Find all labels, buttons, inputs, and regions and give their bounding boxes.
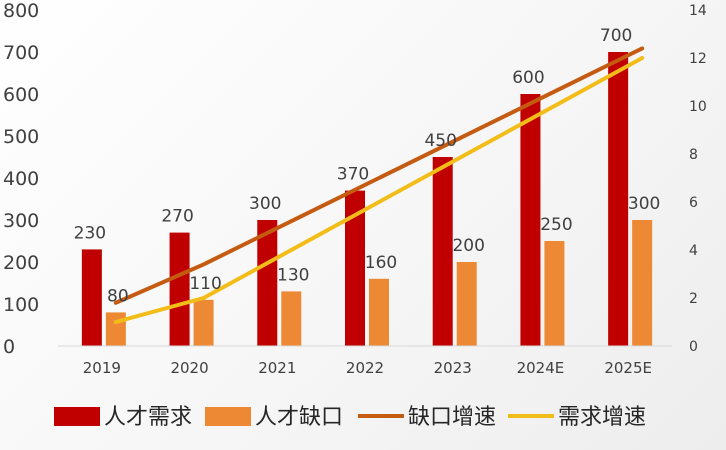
y-left-tick-1: 100 bbox=[3, 294, 39, 316]
x-axis: 2019 2020 2021 2022 2023 2024E 2025E bbox=[58, 345, 672, 377]
legend-label-1: 人才缺口 bbox=[255, 405, 343, 430]
y-left-tick-4: 400 bbox=[3, 168, 39, 190]
y-right-tick-6: 12 bbox=[689, 51, 707, 67]
y-left-tick-8: 800 bbox=[3, 0, 39, 22]
bar-gap-1 bbox=[193, 299, 214, 346]
x-tick-6: 2025E bbox=[604, 359, 652, 377]
left-axis: 0 100 200 300 400 500 600 700 800 bbox=[3, 0, 39, 358]
y-left-tick-0: 0 bbox=[3, 336, 15, 358]
legend-label-3: 需求增速 bbox=[558, 405, 646, 430]
legend-label-2: 缺口增速 bbox=[408, 405, 496, 430]
x-tick-5: 2024E bbox=[517, 359, 565, 377]
label-demand-6: 700 bbox=[600, 26, 632, 46]
line-demand-growth bbox=[113, 56, 645, 324]
y-right-tick-3: 6 bbox=[689, 195, 698, 211]
y-right-tick-1: 2 bbox=[689, 291, 698, 307]
bar-demand-6 bbox=[608, 52, 629, 346]
legend-swatch-1 bbox=[205, 407, 251, 426]
label-gap-0: 80 bbox=[107, 286, 129, 306]
y-right-tick-0: 0 bbox=[689, 339, 698, 355]
label-demand-3: 370 bbox=[337, 165, 369, 185]
y-right-tick-4: 8 bbox=[689, 147, 698, 163]
label-demand-0: 230 bbox=[74, 223, 106, 243]
bar-demand-0 bbox=[81, 249, 102, 346]
y-left-tick-3: 300 bbox=[3, 210, 39, 232]
legend-item-0: 人才需求 bbox=[54, 405, 192, 430]
bar-demand-4 bbox=[432, 157, 453, 346]
label-gap-1: 110 bbox=[189, 274, 221, 294]
line-series bbox=[113, 46, 645, 324]
bar-demand-2 bbox=[257, 220, 278, 346]
x-tick-2: 2021 bbox=[258, 359, 296, 377]
legend-item-1: 人才缺口 bbox=[205, 405, 343, 430]
bar-gap-5 bbox=[544, 241, 565, 346]
label-demand-4: 450 bbox=[424, 131, 456, 151]
bar-demand-5 bbox=[520, 94, 541, 346]
data-labels: 230 270 300 370 450 600 700 80 110 130 160 200 250 30… bbox=[74, 26, 661, 306]
label-demand-5: 600 bbox=[512, 68, 544, 88]
label-gap-6: 300 bbox=[628, 194, 660, 214]
label-gap-2: 130 bbox=[277, 265, 309, 285]
bar-gap-6 bbox=[632, 220, 653, 346]
x-tick-3: 2022 bbox=[346, 359, 384, 377]
y-left-tick-2: 200 bbox=[3, 252, 39, 274]
legend-swatch-0 bbox=[54, 407, 100, 426]
legend-item-2: 缺口增速 bbox=[358, 405, 496, 430]
y-right-tick-7: 14 bbox=[689, 3, 707, 19]
y-left-tick-6: 600 bbox=[3, 84, 39, 106]
y-right-tick-2: 4 bbox=[689, 243, 698, 259]
bar-demand-3 bbox=[345, 190, 365, 346]
label-demand-2: 300 bbox=[249, 194, 281, 214]
bar-gap-3 bbox=[369, 278, 389, 346]
right-axis: 0 2 4 6 8 10 12 14 bbox=[689, 3, 707, 355]
legend-label-0: 人才需求 bbox=[104, 405, 192, 430]
bar-gap-4 bbox=[456, 262, 477, 346]
y-right-tick-5: 10 bbox=[689, 99, 707, 115]
x-tick-1: 2020 bbox=[170, 359, 208, 377]
x-tick-0: 2019 bbox=[83, 359, 121, 377]
y-left-tick-5: 500 bbox=[3, 126, 39, 148]
bar-series bbox=[81, 52, 653, 346]
bar-gap-0 bbox=[105, 312, 126, 346]
label-gap-3: 160 bbox=[365, 253, 397, 273]
y-left-tick-7: 700 bbox=[3, 42, 39, 64]
label-gap-5: 250 bbox=[540, 215, 572, 235]
label-gap-4: 200 bbox=[452, 236, 484, 256]
label-demand-1: 270 bbox=[161, 207, 193, 227]
bar-demand-1 bbox=[169, 232, 190, 346]
x-tick-4: 2023 bbox=[434, 359, 472, 377]
line-gap-growth bbox=[113, 46, 645, 305]
legend-item-3: 需求增速 bbox=[508, 405, 646, 430]
legend: 人才需求 人才缺口 缺口增速 需求增速 bbox=[54, 405, 646, 430]
bar-gap-2 bbox=[281, 291, 302, 346]
